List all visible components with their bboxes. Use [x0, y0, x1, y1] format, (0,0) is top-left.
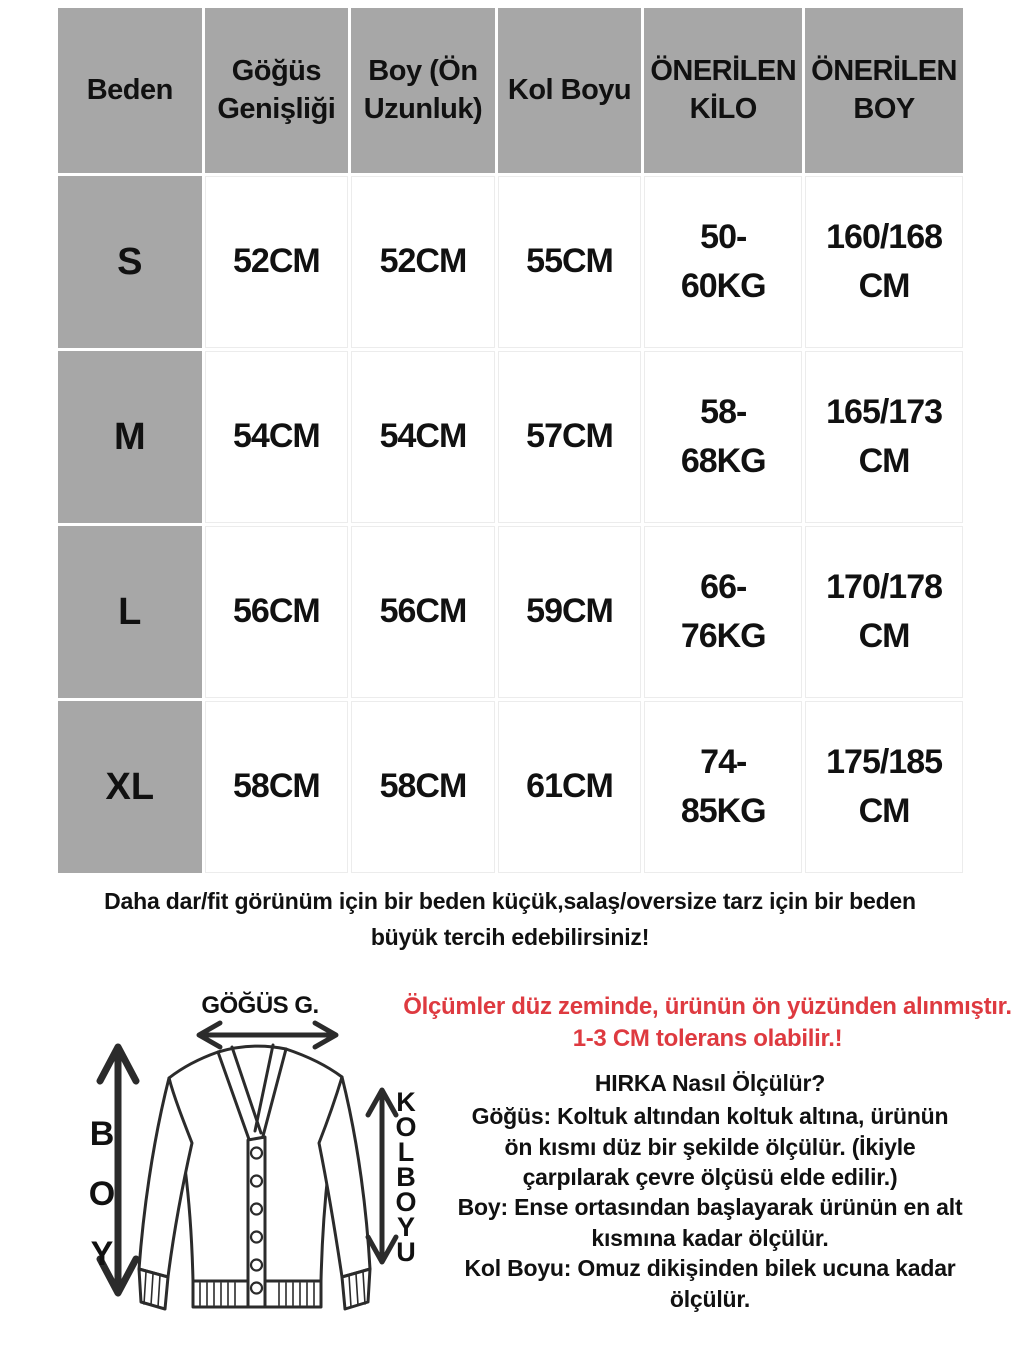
row-s-weight: 50- 60KG — [644, 176, 803, 348]
row-l-weight: 66- 76KG — [644, 526, 803, 698]
row-xl-weight: 74- 85KG — [644, 701, 803, 873]
column-header-sleeve-length: Kol Boyu — [497, 8, 642, 173]
row-s-front-length: 52CM — [351, 176, 495, 348]
row-l-front-length: 56CM — [351, 526, 495, 698]
cardigan-left-sleeve — [137, 1076, 194, 1279]
tolerance-line-1: Ölçümler düz zeminde, ürünün ön yüzünden… — [403, 993, 1012, 1020]
howto-length-instruction: Boy: Ense ortasından başlayarak ürünün e… — [457, 1194, 963, 1251]
row-m-size: M — [58, 351, 202, 523]
sleeve-length-arrow — [365, 1087, 399, 1265]
column-header-beden: Beden — [58, 8, 202, 173]
row-s-sleeve: 55CM — [497, 176, 642, 348]
row-l-chest: 56CM — [204, 526, 349, 698]
row-l-size: L — [58, 526, 202, 698]
sleeve-length-label: KOLBOYU — [395, 1087, 417, 1267]
column-header-chest-width: Göğüs Genişliği — [204, 8, 349, 173]
column-header-recommended-height: ÖNERİLEN BOY — [805, 8, 963, 173]
row-m-sleeve: 57CM — [497, 351, 642, 523]
fit-advice-note: Daha dar/fit görünüm için bir beden küçü… — [104, 888, 916, 950]
row-xl-chest: 58CM — [204, 701, 349, 873]
row-l-sleeve: 59CM — [497, 526, 642, 698]
cardigan-measurement-diagram — [96, 1020, 399, 1311]
size-chart-table: Beden Göğüs Genişliği Boy (Ön Uzunluk) K… — [58, 8, 963, 873]
row-m-height: 165/173 CM — [805, 351, 963, 523]
row-s-height: 160/168 CM — [805, 176, 963, 348]
length-arrow — [96, 1043, 140, 1297]
chest-width-arrow — [196, 1020, 339, 1050]
tolerance-line-2: 1-3 CM tolerans olabilir.! — [572, 1024, 843, 1052]
column-header-front-length: Boy (Ön Uzunluk) — [351, 8, 495, 173]
row-xl-sleeve: 61CM — [497, 701, 642, 873]
row-m-chest: 54CM — [204, 351, 349, 523]
column-header-recommended-weight: ÖNERİLEN KİLO — [644, 8, 803, 173]
row-s-chest: 52CM — [204, 176, 349, 348]
cardigan-right-sleeve — [317, 1075, 372, 1279]
row-xl-size: XL — [58, 701, 202, 873]
row-l-height: 170/178 CM — [805, 526, 963, 698]
tolerance-note: Ölçümler düz zeminde, ürünün ön yüzünden… — [403, 991, 1012, 1054]
row-xl-front-length: 58CM — [351, 701, 495, 873]
howto-sleeve-instruction: Kol Boyu: Omuz dikişinden bilek ucuna ka… — [464, 1255, 956, 1312]
length-label: BOY — [88, 1115, 116, 1273]
howto-measure-section: HIRKA Nasıl Ölçülür? Göğüs: Koltuk altın… — [455, 1068, 965, 1314]
row-s-size: S — [58, 176, 202, 348]
cardigan-buttons — [249, 1146, 264, 1295]
howto-title: HIRKA Nasıl Ölçülür? — [594, 1070, 826, 1096]
cardigan-neckline — [216, 1050, 253, 1147]
chest-width-label: GÖĞÜS G. — [201, 992, 319, 1019]
row-m-weight: 58- 68KG — [644, 351, 803, 523]
row-m-front-length: 54CM — [351, 351, 495, 523]
row-xl-height: 175/185 CM — [805, 701, 963, 873]
howto-chest-instruction: Göğüs: Koltuk altından koltuk altına, ür… — [471, 1103, 949, 1191]
